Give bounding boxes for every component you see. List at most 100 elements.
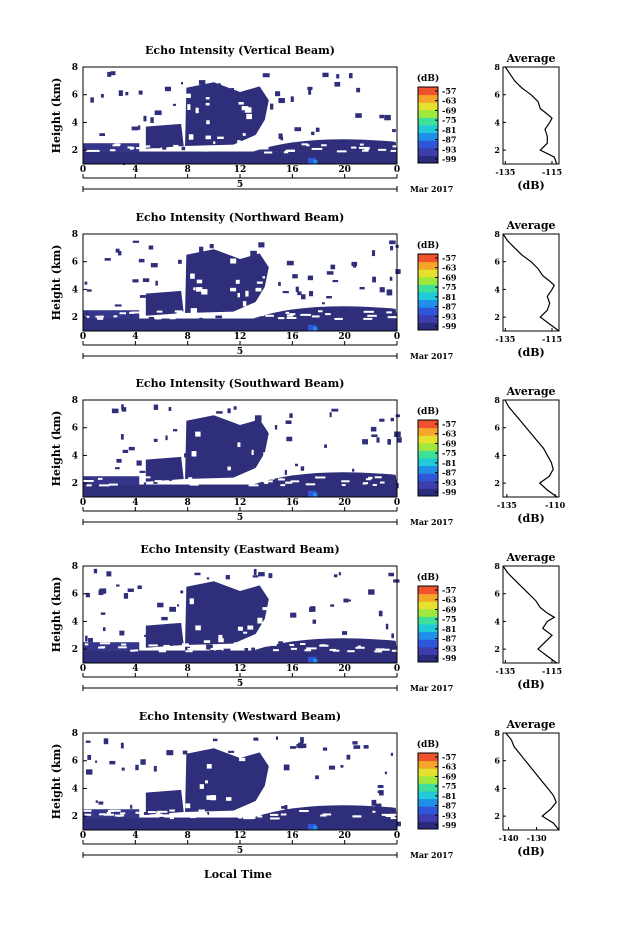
echo-speckle bbox=[289, 413, 293, 418]
echo-speckle bbox=[141, 489, 147, 496]
echo-speckle bbox=[387, 439, 391, 445]
echo-speckle bbox=[297, 291, 302, 296]
echo-gap bbox=[372, 810, 376, 813]
echo-gap bbox=[336, 150, 347, 153]
echo-speckle bbox=[206, 763, 212, 769]
colorbar-frame bbox=[417, 253, 439, 331]
profile-x-label: (dB) bbox=[517, 678, 544, 691]
echo-speckle bbox=[331, 408, 339, 412]
date-label: Mar 2017 bbox=[410, 517, 453, 527]
echo-speckle bbox=[377, 790, 384, 794]
echo-speckle bbox=[223, 648, 231, 653]
panel-title: Echo Intensity (Southward Beam) bbox=[136, 377, 345, 390]
echo-speckle bbox=[328, 765, 336, 770]
echo-gap bbox=[85, 315, 90, 318]
echo-gap bbox=[289, 313, 296, 316]
echo-speckle bbox=[118, 250, 122, 256]
x-tick-label: 0 bbox=[80, 831, 86, 841]
echo-speckle bbox=[227, 408, 231, 414]
colorbar-tick-label: -99 bbox=[442, 487, 457, 497]
colorbar-tick-label: -87 bbox=[442, 468, 456, 478]
echo-gap bbox=[127, 146, 133, 149]
echo-speckle bbox=[274, 425, 278, 430]
profile-x-tick-label: -135 bbox=[495, 334, 515, 344]
colorbar-unit: (dB) bbox=[417, 240, 439, 251]
profile-x-tick-label: -115 bbox=[542, 167, 562, 177]
echo-speckle bbox=[205, 97, 210, 100]
echo-speckle bbox=[284, 805, 288, 810]
profile-y-tick-label: 4 bbox=[494, 783, 500, 793]
echo-speckle bbox=[205, 135, 211, 140]
echo-gap bbox=[317, 310, 323, 313]
echo-speckle bbox=[395, 269, 401, 275]
colorbar-tick-label: -75 bbox=[442, 614, 456, 624]
echo-gap bbox=[254, 479, 258, 482]
echo-speckle bbox=[363, 745, 369, 749]
echo-gap bbox=[378, 148, 387, 151]
echo-gap bbox=[287, 314, 294, 317]
echo-gap bbox=[381, 813, 392, 816]
echo-speckle bbox=[125, 91, 129, 96]
panel-2: Echo Intensity (Northward Beam) 2 4 6 8 Heigh… bbox=[50, 211, 562, 361]
echo-gap bbox=[97, 317, 104, 320]
echo-speckle bbox=[392, 129, 396, 133]
colorbar-segment bbox=[418, 314, 438, 323]
echo-gap bbox=[285, 311, 290, 314]
echo-gap bbox=[285, 481, 293, 484]
echo-speckle bbox=[168, 799, 174, 804]
echo-speckle bbox=[254, 415, 262, 422]
echo-speckle bbox=[278, 641, 284, 644]
echo-speckle bbox=[131, 126, 139, 131]
echo-speckle bbox=[90, 97, 94, 103]
colorbar-segment bbox=[418, 473, 438, 482]
echo-gap bbox=[120, 812, 126, 815]
colorbar-segment bbox=[418, 821, 438, 830]
echo-gap bbox=[154, 480, 162, 483]
echo-speckle bbox=[262, 276, 266, 279]
echo-speckle bbox=[295, 286, 299, 293]
x-tick-label: 0 bbox=[394, 332, 400, 342]
profile-y-tick-label: 8 bbox=[494, 62, 500, 72]
echo-gap bbox=[248, 484, 259, 487]
echo-speckle bbox=[218, 634, 223, 641]
echo-speckle bbox=[169, 623, 173, 626]
echo-gap bbox=[121, 643, 127, 646]
echo-low-layer bbox=[83, 650, 397, 663]
echo-gap bbox=[277, 317, 285, 320]
echo-speckle bbox=[257, 617, 263, 624]
echo-gap bbox=[169, 315, 178, 318]
colorbar-segment bbox=[418, 488, 438, 497]
echo-speckle bbox=[110, 71, 116, 76]
echo-speckle bbox=[295, 812, 303, 817]
echo-gap bbox=[197, 147, 202, 150]
echo-speckle bbox=[251, 449, 254, 456]
echo-speckle bbox=[85, 477, 92, 481]
echo-speckle bbox=[198, 80, 206, 85]
echo-speckle bbox=[168, 475, 173, 481]
colorbar-segment bbox=[418, 593, 438, 602]
echo-speckle bbox=[329, 412, 332, 418]
echo-gap bbox=[270, 813, 279, 816]
colorbar-tick-label: -81 bbox=[442, 624, 456, 634]
colorbar-segment bbox=[418, 616, 438, 625]
echo-gap bbox=[97, 477, 103, 480]
echo-gap bbox=[243, 817, 255, 820]
echo-left-band bbox=[83, 476, 140, 485]
echo-gap bbox=[283, 151, 289, 154]
x-tick-label: 8 bbox=[185, 664, 191, 674]
profile-y-tick-label: 6 bbox=[494, 589, 500, 599]
profile-x-tick-label: -115 bbox=[542, 334, 562, 344]
profile-y-tick-label: 6 bbox=[494, 756, 500, 766]
echo-gap bbox=[169, 317, 176, 320]
echo-speckle bbox=[284, 469, 287, 475]
colorbar-tick-label: -63 bbox=[442, 96, 457, 106]
echo-gap bbox=[392, 316, 404, 319]
echo-main-cloud bbox=[185, 82, 269, 146]
echo-speckle bbox=[247, 625, 254, 630]
echo-strong bbox=[313, 159, 318, 164]
echo-speckle bbox=[114, 304, 122, 307]
colorbar-segment bbox=[418, 458, 438, 467]
echo-speckle bbox=[379, 418, 385, 422]
echo-speckle bbox=[372, 276, 376, 283]
echo-speckle bbox=[253, 568, 257, 575]
